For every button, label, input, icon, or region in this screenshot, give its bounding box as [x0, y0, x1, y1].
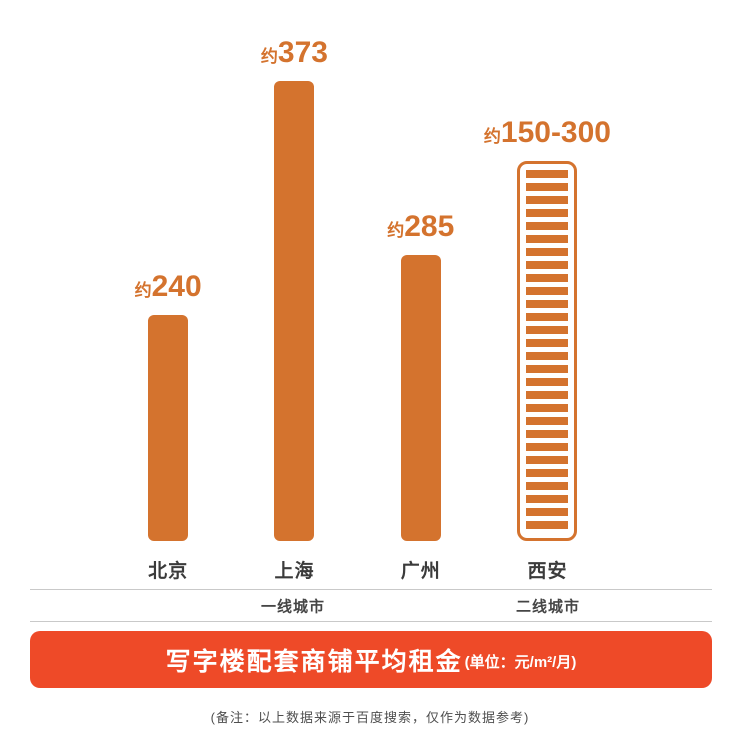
tier-label-second: 二线城市	[515, 598, 581, 615]
bar-solid	[274, 81, 315, 541]
city-label: 北京	[148, 561, 189, 582]
chart-unit: (单位：元/m²/月)	[464, 654, 577, 671]
city-label: 广州	[400, 561, 441, 582]
bar-chart: 约 240 北京约 373 上海约 285 广州约 150-300 西安	[105, 28, 611, 582]
bar-solid	[400, 255, 441, 541]
bar-column: 约 240 北京	[105, 28, 231, 582]
stripe-pattern	[526, 170, 569, 532]
tier-band: 一线城市 二线城市	[0, 589, 740, 622]
bar-solid	[148, 315, 189, 541]
bar-column: 约 150-300 西安	[484, 28, 611, 582]
city-label: 西安	[527, 561, 568, 582]
bar-value-label: 约 150-300	[484, 116, 611, 150]
bar-value-label: 约 240	[135, 270, 202, 304]
approx-prefix: 约	[387, 221, 405, 240]
title-banner: 写字楼配套商铺平均租金 (单位：元/m²/月)	[30, 631, 712, 688]
approx-prefix: 约	[134, 281, 152, 300]
bar-value-label: 约 373	[261, 36, 328, 70]
approx-prefix: 约	[483, 127, 501, 146]
tier-divider-top	[30, 589, 712, 590]
value-number: 150-300	[500, 116, 611, 149]
bar-column: 约 285 广州	[358, 28, 484, 582]
value-number: 285	[404, 210, 455, 243]
bar-column: 约 373 上海	[231, 28, 357, 582]
footnote: (备注：以上数据来源于百度搜索，仅作为数据参考)	[210, 710, 530, 725]
bar-value-label: 约 285	[387, 210, 454, 244]
value-number: 240	[151, 270, 202, 303]
city-label: 上海	[274, 561, 315, 582]
tier-divider-bottom	[30, 621, 712, 622]
bar-striped	[517, 161, 578, 541]
tier-label-first: 一线城市	[260, 598, 326, 615]
chart-title: 写字楼配套商铺平均租金	[165, 647, 463, 676]
value-number: 373	[277, 36, 328, 69]
approx-prefix: 约	[260, 47, 278, 66]
